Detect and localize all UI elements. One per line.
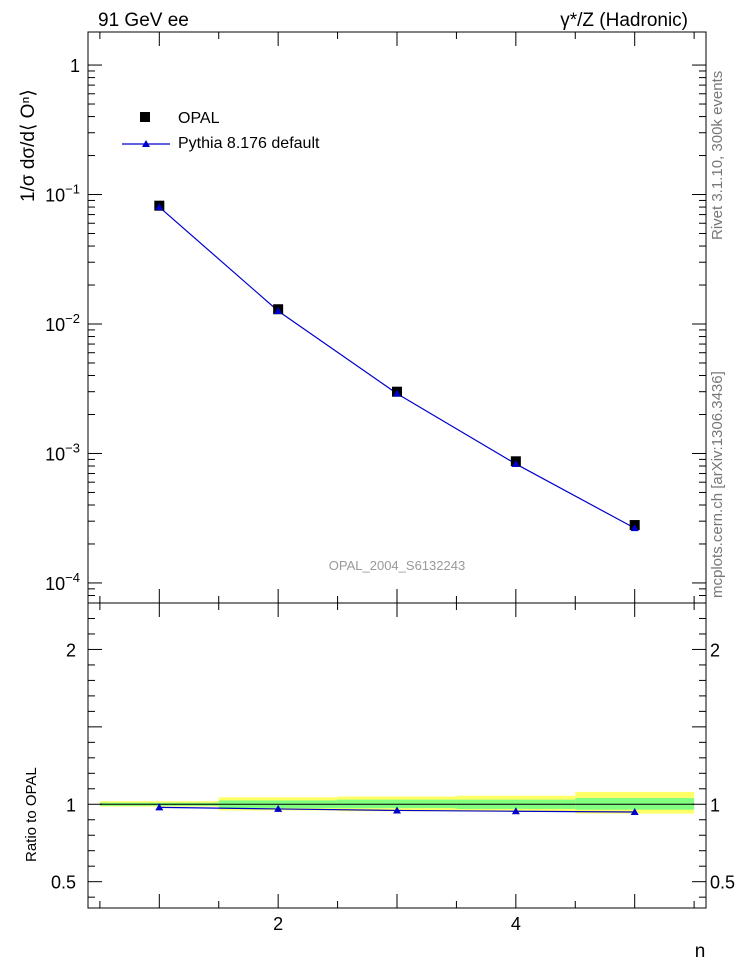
mc-point-pythia [511,459,520,467]
y-tick-label: 10−1 [45,182,80,206]
y-tick-label: 10−3 [45,440,80,464]
ratio-y-tick-label-left: 1 [66,795,76,815]
ratio-y-tick-label-right: 0.5 [710,873,735,893]
collision-label: 91 GeV ee [98,10,189,31]
y-tick-label: 10−2 [45,311,80,335]
ratio-point-pythia [630,808,639,816]
x-tick-label: 4 [511,914,521,934]
ratio-y-tick-label-left: 2 [66,640,76,660]
ratio-y-tick-label-left: 0.5 [51,873,76,893]
x-axis-title: n [695,941,706,962]
ratio-y-tick-label-right: 1 [710,795,720,815]
y-tick-label: 1 [70,56,80,76]
mc-point-pythia [274,307,283,315]
mc-point-pythia [393,389,401,397]
ratio-y-tick-label-right: 2 [710,640,720,660]
legend-mc-marker [142,140,150,147]
process-label: γ*/Z (Hadronic) [560,10,688,31]
ratio-point-pythia [274,804,283,812]
main-ylabel: 1/σ dσ/d⟨ Oⁿ⟩ [18,89,39,202]
ratio-point-pythia [393,806,401,814]
legend-data-marker [140,112,150,122]
mc-series-line [158,206,635,529]
ratio-point-pythia [155,803,164,811]
rivet-label: Rivet 3.1.10, 300k events [709,71,726,240]
y-tick-label: 10−4 [45,570,80,594]
ratio-ylabel: Ratio to OPAL [23,767,40,862]
mc-point-pythia [630,524,639,532]
chart-content: 1 10−1 10−2 10−3 10−4 0.5 0.5 1 1 2 2 2 4 [45,32,735,934]
x-tick-label: 2 [273,914,283,934]
mcplots-label: mcplots.cern.ch [arXiv:1306.3436] [709,371,726,598]
mc-point-pythia [155,203,164,211]
legend-data-label: OPAL [178,110,220,127]
ratio-point-pythia [511,807,520,815]
legend-mc-label: Pythia 8.176 default [178,135,320,152]
ratio-panel-frame [87,602,707,909]
analysis-watermark: OPAL_2004_S6132243 [329,558,465,573]
